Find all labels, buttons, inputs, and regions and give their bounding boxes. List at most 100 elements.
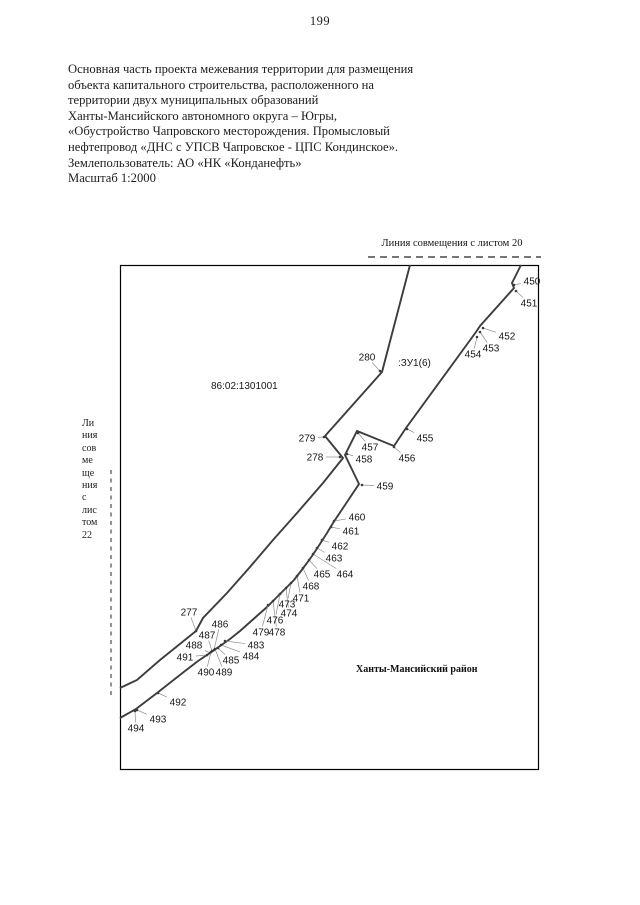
point-label: 277 — [181, 607, 198, 618]
vertex-dot — [301, 566, 305, 570]
match-line-label-line: Ли — [82, 418, 95, 429]
leader-line — [333, 518, 347, 522]
parcel-label: :ЗУ1(6) — [398, 358, 431, 369]
vertex-dot — [360, 483, 364, 487]
document-title: Основная часть проекта межевания террито… — [68, 62, 428, 187]
vertex-dot — [475, 335, 479, 339]
leader-line — [482, 327, 497, 333]
point-label: 494 — [128, 723, 145, 734]
point-label: 485 — [223, 655, 240, 666]
vertex-dot — [514, 289, 518, 293]
vertex-dot — [219, 643, 223, 647]
point-label: 465 — [314, 569, 331, 580]
point-label: 487 — [199, 630, 216, 641]
title-line: Основная часть проекта межевания террито… — [68, 62, 414, 76]
sheet-20-match-line-label: Линия совмещения с листом 20 — [382, 238, 523, 249]
leader-line — [213, 629, 220, 651]
point-label: 279 — [299, 433, 316, 444]
point-label: 453 — [483, 343, 500, 354]
vertex-dot — [338, 455, 342, 459]
leader-line — [302, 567, 309, 581]
leader-line — [330, 526, 341, 530]
title-line: Землепользователь: АО «НК «Конданефть» — [68, 155, 302, 170]
point-label: 493 — [150, 714, 167, 725]
point-label: 280 — [359, 352, 376, 363]
vertex-dot — [315, 546, 319, 550]
vertex-dot — [223, 639, 227, 643]
match-line-label-line: 22 — [82, 529, 92, 541]
leader-line — [361, 484, 375, 486]
vertex-dot — [332, 519, 336, 523]
vertex-dot — [512, 283, 516, 287]
point-label: 462 — [332, 541, 349, 552]
point-label: 452 — [499, 331, 516, 342]
point-label: 488 — [186, 640, 203, 651]
title-line: нефтепровод «ДНС с УПСВ Чапровское - ЦПС… — [68, 139, 399, 154]
leader-line — [357, 432, 366, 442]
point-label: 484 — [243, 651, 260, 662]
point-label: 479 — [253, 627, 270, 638]
point-label: 486 — [212, 619, 229, 630]
point-label: 468 — [303, 581, 320, 592]
point-label: 483 — [248, 640, 265, 651]
vertex-dot — [322, 435, 326, 439]
vertex-dot — [278, 592, 282, 596]
vertex-dot — [392, 445, 396, 449]
vertex-dot — [478, 330, 482, 334]
leader-line — [393, 446, 401, 453]
leader-line — [207, 651, 212, 667]
point-label: 476 — [267, 615, 284, 626]
match-line-label-line: ще — [82, 467, 95, 479]
vertex-dot — [329, 525, 333, 529]
title-line: Масштаб 1:2000 — [68, 171, 156, 186]
point-label: 463 — [326, 553, 343, 564]
point-label: 457 — [362, 442, 379, 453]
leader-line — [312, 553, 337, 569]
vertex-dot — [356, 431, 360, 435]
leader-line — [195, 654, 208, 657]
point-label: 490 — [198, 667, 215, 678]
vertex-dot — [289, 581, 293, 585]
point-label: 454 — [465, 349, 482, 360]
leader-line — [473, 336, 478, 349]
point-label: 451 — [521, 298, 538, 309]
vertex-dot — [133, 709, 137, 713]
leader-line — [157, 692, 168, 698]
page-number: 199 — [309, 14, 331, 28]
vertex-dot — [295, 574, 299, 578]
point-label: 492 — [170, 697, 187, 708]
point-label: 455 — [417, 433, 434, 444]
vertex-dot — [216, 646, 220, 650]
match-line-label-line: сов — [82, 442, 97, 454]
leader-line — [220, 644, 241, 653]
point-label: 278 — [307, 452, 324, 463]
vertex-dot — [213, 647, 217, 651]
leader-line — [262, 604, 269, 627]
point-label: 471 — [293, 593, 310, 604]
title-line: территории двух муниципальных образовани… — [68, 93, 319, 108]
point-label: 489 — [216, 667, 233, 678]
vertex-dot — [378, 369, 382, 373]
point-label: 478 — [269, 627, 286, 638]
cadastral-quarter-label: 86:02:1301001 — [211, 381, 278, 392]
match-line-label-line: том — [82, 517, 98, 529]
leader-line — [308, 559, 318, 569]
leader-lines — [133, 283, 524, 723]
leader-line — [272, 600, 277, 627]
title-line: Ханты-Мансийского автономного округа – Ю… — [68, 108, 338, 123]
vertex-dot — [311, 552, 315, 556]
point-label: 460 — [349, 512, 366, 523]
leader-line — [406, 428, 415, 433]
leader-line — [275, 593, 281, 615]
title-line: объекта капитального строительства, расп… — [68, 77, 374, 92]
point-label: 473 — [279, 599, 296, 610]
leader-line — [515, 290, 524, 298]
parcel-boundaries — [119, 264, 522, 719]
vertex-dot — [271, 599, 275, 603]
leader-line — [190, 617, 197, 632]
map-frame — [119, 264, 540, 771]
point-label: 459 — [377, 481, 394, 492]
leader-line — [316, 547, 325, 553]
